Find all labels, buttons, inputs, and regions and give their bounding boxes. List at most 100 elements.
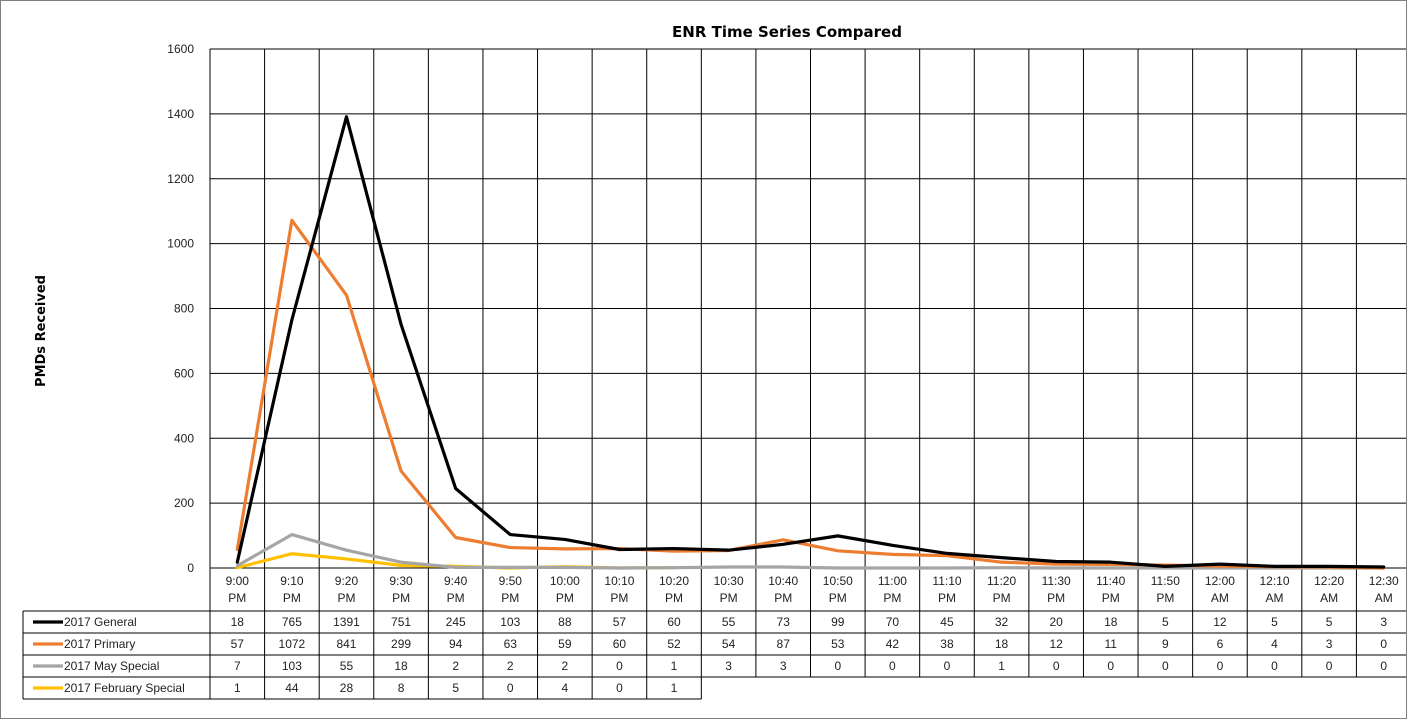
- data-label: 18: [394, 659, 408, 673]
- series-line-2017-general: [235, 115, 1386, 569]
- data-label: 52: [667, 637, 681, 651]
- data-label: 0: [616, 659, 623, 673]
- data-label: 1: [671, 659, 678, 673]
- x-tick-label: 10:20: [659, 574, 689, 588]
- data-label: 45: [940, 615, 954, 629]
- x-tick-label: 9:40: [444, 574, 468, 588]
- y-axis-label: PMDs Received: [34, 275, 49, 387]
- x-tick-label-period: AM: [1375, 591, 1393, 605]
- x-tick-label: 9:20: [335, 574, 359, 588]
- data-label: 9: [1162, 637, 1169, 651]
- y-tick-label: 600: [174, 366, 194, 380]
- data-label: 18: [1104, 615, 1118, 629]
- data-label: 751: [391, 615, 411, 629]
- x-tick-label: 11:30: [1042, 574, 1071, 588]
- x-tick-label-period: AM: [1320, 591, 1338, 605]
- data-label: 57: [613, 615, 627, 629]
- x-tick-label-period: PM: [556, 591, 574, 605]
- data-label: 5: [1162, 615, 1169, 629]
- x-tick-label-period: PM: [993, 591, 1011, 605]
- data-label: 245: [446, 615, 466, 629]
- y-tick-label: 800: [174, 302, 194, 316]
- y-tick-label: 1400: [167, 107, 194, 121]
- data-label: 0: [1380, 659, 1387, 673]
- data-label: 1: [234, 681, 241, 695]
- x-tick-label-period: PM: [337, 591, 355, 605]
- x-tick-label: 12:20: [1314, 574, 1344, 588]
- data-label: 2: [507, 659, 514, 673]
- data-label: 0: [1107, 659, 1114, 673]
- data-label: 20: [1049, 615, 1063, 629]
- series-lines: [235, 115, 1386, 570]
- data-label: 103: [282, 659, 302, 673]
- data-label: 103: [500, 615, 520, 629]
- y-tick-label: 200: [174, 496, 194, 510]
- x-tick-label: 11:00: [878, 574, 907, 588]
- x-tick-label: 11:20: [987, 574, 1016, 588]
- y-axis-ticks: 0 200 400 600 800 1000 1200 1400 1600 9:00 PM 9:10 P…: [167, 42, 1399, 605]
- y-tick-label: 400: [174, 431, 194, 445]
- x-tick-label: 10:00: [550, 574, 580, 588]
- y-tick-label: 1200: [167, 172, 194, 186]
- x-tick-label: 9:30: [389, 574, 413, 588]
- data-label: 3: [1326, 637, 1333, 651]
- data-label: 88: [558, 615, 572, 629]
- x-tick-label-period: PM: [447, 591, 465, 605]
- data-label: 0: [507, 681, 514, 695]
- x-tick-label: 12:30: [1369, 574, 1399, 588]
- data-label: 12: [1049, 637, 1063, 651]
- x-tick-label: 11:10: [932, 574, 961, 588]
- data-label: 94: [449, 637, 463, 651]
- gridlines: [209, 48, 1406, 611]
- data-label: 765: [282, 615, 302, 629]
- data-label: 99: [831, 615, 845, 629]
- x-tick-label: 10:30: [714, 574, 744, 588]
- data-label: 3: [725, 659, 732, 673]
- data-label: 32: [995, 615, 1009, 629]
- data-label: 28: [340, 681, 354, 695]
- data-label: 1: [671, 681, 678, 695]
- x-tick-label-period: PM: [1047, 591, 1065, 605]
- data-label: 44: [285, 681, 299, 695]
- data-label: 11: [1105, 637, 1118, 651]
- data-label: 2: [561, 659, 568, 673]
- x-tick-label: 12:00: [1205, 574, 1235, 588]
- x-tick-label-period: PM: [610, 591, 628, 605]
- data-label: 0: [1217, 659, 1224, 673]
- data-label: 12: [1213, 615, 1227, 629]
- y-tick-label: 0: [187, 561, 194, 575]
- data-label: 0: [1380, 637, 1387, 651]
- y-tick-label: 1600: [167, 42, 194, 56]
- data-label: 73: [777, 615, 791, 629]
- data-label: 54: [722, 637, 736, 651]
- data-label: 0: [889, 659, 896, 673]
- data-label: 6: [1217, 637, 1224, 651]
- data-label: 55: [722, 615, 736, 629]
- x-tick-label: 11:40: [1096, 574, 1125, 588]
- series-line-2017-may-special: [235, 532, 1386, 570]
- x-tick-label-period: PM: [938, 591, 956, 605]
- data-table: 2017 General 18 765 1391 751 245 103 88 57 60 55 73…: [22, 610, 1406, 700]
- data-label: 5: [452, 681, 459, 695]
- data-label: 53: [831, 637, 845, 651]
- data-label: 7: [234, 659, 241, 673]
- legend-entry: 2017 General: [64, 615, 137, 629]
- x-tick-label-period: PM: [883, 591, 901, 605]
- x-tick-label-period: PM: [665, 591, 683, 605]
- legend-entry: 2017 Primary: [64, 637, 135, 651]
- x-tick-label-period: PM: [1156, 591, 1174, 605]
- x-tick-label: 11:50: [1151, 574, 1180, 588]
- data-label: 3: [780, 659, 787, 673]
- x-tick-label-period: PM: [829, 591, 847, 605]
- data-label: 4: [561, 681, 568, 695]
- data-label: 38: [940, 637, 954, 651]
- chart-title: ENR Time Series Compared: [672, 23, 902, 41]
- data-label: 0: [944, 659, 951, 673]
- x-tick-label-period: PM: [1102, 591, 1120, 605]
- data-label: 60: [667, 615, 681, 629]
- x-tick-label-period: PM: [228, 591, 246, 605]
- data-label: 59: [558, 637, 572, 651]
- legend-entry: 2017 May Special: [64, 659, 159, 673]
- x-tick-label: 9:50: [499, 574, 523, 588]
